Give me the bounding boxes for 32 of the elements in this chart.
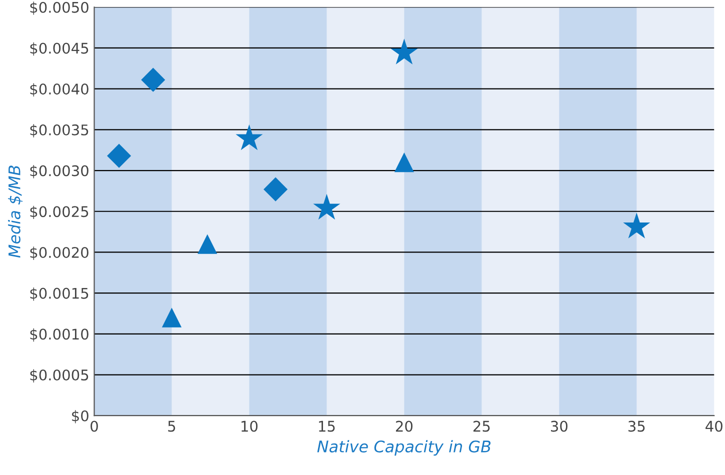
point [236, 124, 263, 150]
x-tick-label: 35 [628, 420, 645, 432]
point [390, 38, 418, 64]
x-tick-label: 15 [319, 420, 335, 432]
x-tick-label: 30 [550, 420, 568, 432]
point [264, 177, 288, 202]
x-tick-label: 25 [473, 420, 490, 432]
point [107, 144, 132, 168]
point [313, 194, 340, 220]
x-tick-label: 20 [396, 420, 412, 432]
x-tick-label: 40 [706, 420, 722, 432]
point [141, 68, 166, 92]
y-tick-label: $0.0045 [30, 42, 88, 56]
y-tick-label: $0.0015 [30, 288, 88, 301]
y-tick-label: $0.0020 [30, 246, 88, 260]
y-tick-label: $0.0030 [30, 164, 88, 178]
point [162, 308, 182, 328]
y-tick-label: $0.0025 [30, 206, 88, 220]
y-axis-title: Media $/MB [8, 166, 23, 258]
x-tick-label: 0 [90, 420, 98, 432]
y-tick-label: $0.0035 [30, 124, 88, 138]
y-tick-label: $0.0050 [30, 2, 88, 15]
point [623, 212, 650, 238]
x-tick-label: 5 [168, 420, 176, 432]
point [394, 152, 414, 172]
y-tick-label: $0.0010 [30, 328, 88, 342]
y-tick-label: $0 [72, 410, 88, 424]
y-tick-label: $0.0005 [30, 369, 88, 382]
x-axis-title: Native Capacity in GB [317, 440, 491, 456]
y-tick-label: $0.0040 [30, 83, 88, 97]
x-tick-label: 10 [242, 420, 258, 432]
point [198, 234, 218, 254]
